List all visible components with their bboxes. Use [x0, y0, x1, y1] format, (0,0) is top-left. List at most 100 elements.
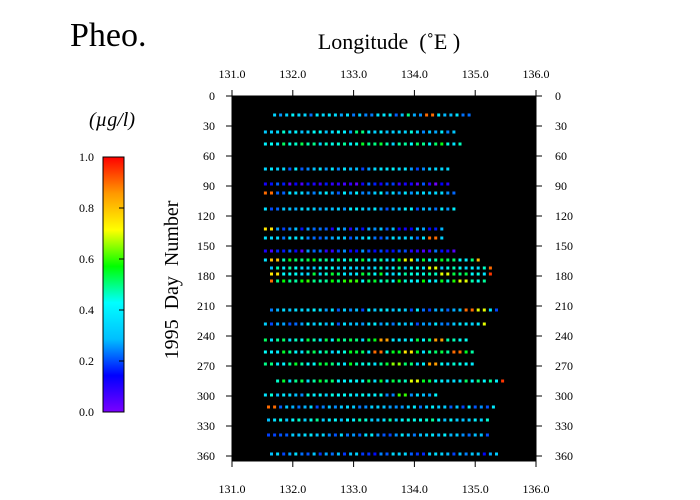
data-point [315, 113, 319, 117]
data-point [282, 350, 286, 354]
data-point [343, 236, 346, 240]
data-point [270, 266, 273, 270]
data-point [355, 191, 359, 195]
data-point [343, 379, 346, 383]
data-point [349, 130, 353, 134]
data-point [397, 379, 401, 383]
data-point [440, 379, 444, 383]
data-point [282, 322, 286, 326]
x-tick-label-top: 131.0 [219, 67, 246, 81]
y-tick-label-right: 360 [555, 449, 573, 463]
data-point [312, 236, 316, 240]
data-point [343, 362, 346, 366]
data-point [336, 258, 340, 262]
data-point [333, 405, 337, 409]
data-point [422, 362, 425, 366]
data-point [336, 322, 340, 326]
data-point [270, 452, 273, 456]
data-point [318, 167, 322, 171]
data-point [306, 350, 310, 354]
data-point [324, 338, 328, 342]
data-point [358, 433, 362, 437]
data-point [336, 362, 340, 366]
data-point [312, 207, 316, 211]
data-point [324, 142, 328, 146]
data-point [282, 338, 286, 342]
data-point [276, 182, 280, 186]
data-point [312, 279, 316, 283]
data-point [336, 249, 340, 253]
data-point [367, 272, 371, 276]
data-point [385, 350, 389, 354]
y-tick-label-left: 120 [197, 209, 215, 223]
data-point [431, 433, 435, 437]
data-point [440, 236, 444, 240]
data-point [409, 142, 413, 146]
plot-area [231, 95, 537, 462]
data-point [415, 142, 419, 146]
data-point [428, 167, 432, 171]
data-point [336, 266, 340, 270]
data-point [312, 258, 316, 262]
data-point [294, 182, 298, 186]
data-point [440, 266, 444, 270]
data-point [470, 322, 474, 326]
data-point [324, 130, 328, 134]
data-point [288, 249, 292, 253]
y-tick-label-left: 330 [197, 419, 215, 433]
data-point [376, 418, 380, 422]
data-point [343, 130, 346, 134]
data-point [318, 279, 322, 283]
data-point [373, 236, 377, 240]
data-point [330, 249, 334, 253]
data-point [391, 258, 395, 262]
data-point [358, 113, 362, 117]
data-point [495, 379, 498, 383]
data-point [440, 308, 444, 312]
data-point [343, 142, 346, 146]
data-point [425, 433, 429, 437]
data-point [379, 279, 383, 283]
data-point [367, 227, 371, 231]
data-point [355, 338, 359, 342]
data-point [379, 452, 383, 456]
data-point [403, 258, 407, 262]
data-point [297, 433, 301, 437]
data-point [318, 338, 322, 342]
data-point [428, 130, 432, 134]
data-point [343, 182, 346, 186]
data-point [300, 227, 304, 231]
data-point [373, 227, 377, 231]
data-point [306, 379, 310, 383]
data-point [422, 379, 425, 383]
data-point [419, 433, 422, 437]
data-point [288, 182, 292, 186]
data-point [391, 142, 395, 146]
data-point [425, 418, 429, 422]
data-point [367, 258, 371, 262]
data-point [415, 249, 419, 253]
data-point [391, 362, 395, 366]
data-point [415, 350, 419, 354]
data-point [300, 279, 304, 283]
data-point [343, 258, 346, 262]
data-point [349, 322, 353, 326]
data-point [276, 207, 280, 211]
data-point [446, 182, 450, 186]
data-point [422, 308, 425, 312]
data-point [403, 236, 407, 240]
data-points [263, 113, 505, 456]
data-point [306, 279, 310, 283]
data-point [270, 279, 273, 283]
data-point [303, 418, 307, 422]
data-point [312, 142, 316, 146]
data-point [300, 130, 304, 134]
data-point [419, 113, 422, 117]
data-point [288, 362, 292, 366]
data-point [318, 142, 322, 146]
data-point [434, 452, 438, 456]
data-point [428, 362, 432, 366]
data-point [373, 279, 377, 283]
data-point [370, 113, 374, 117]
data-point [446, 167, 450, 171]
